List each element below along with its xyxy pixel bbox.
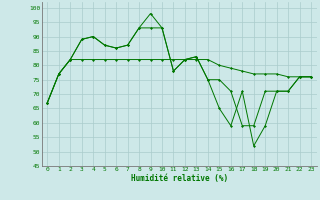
X-axis label: Humidité relative (%): Humidité relative (%) <box>131 174 228 183</box>
